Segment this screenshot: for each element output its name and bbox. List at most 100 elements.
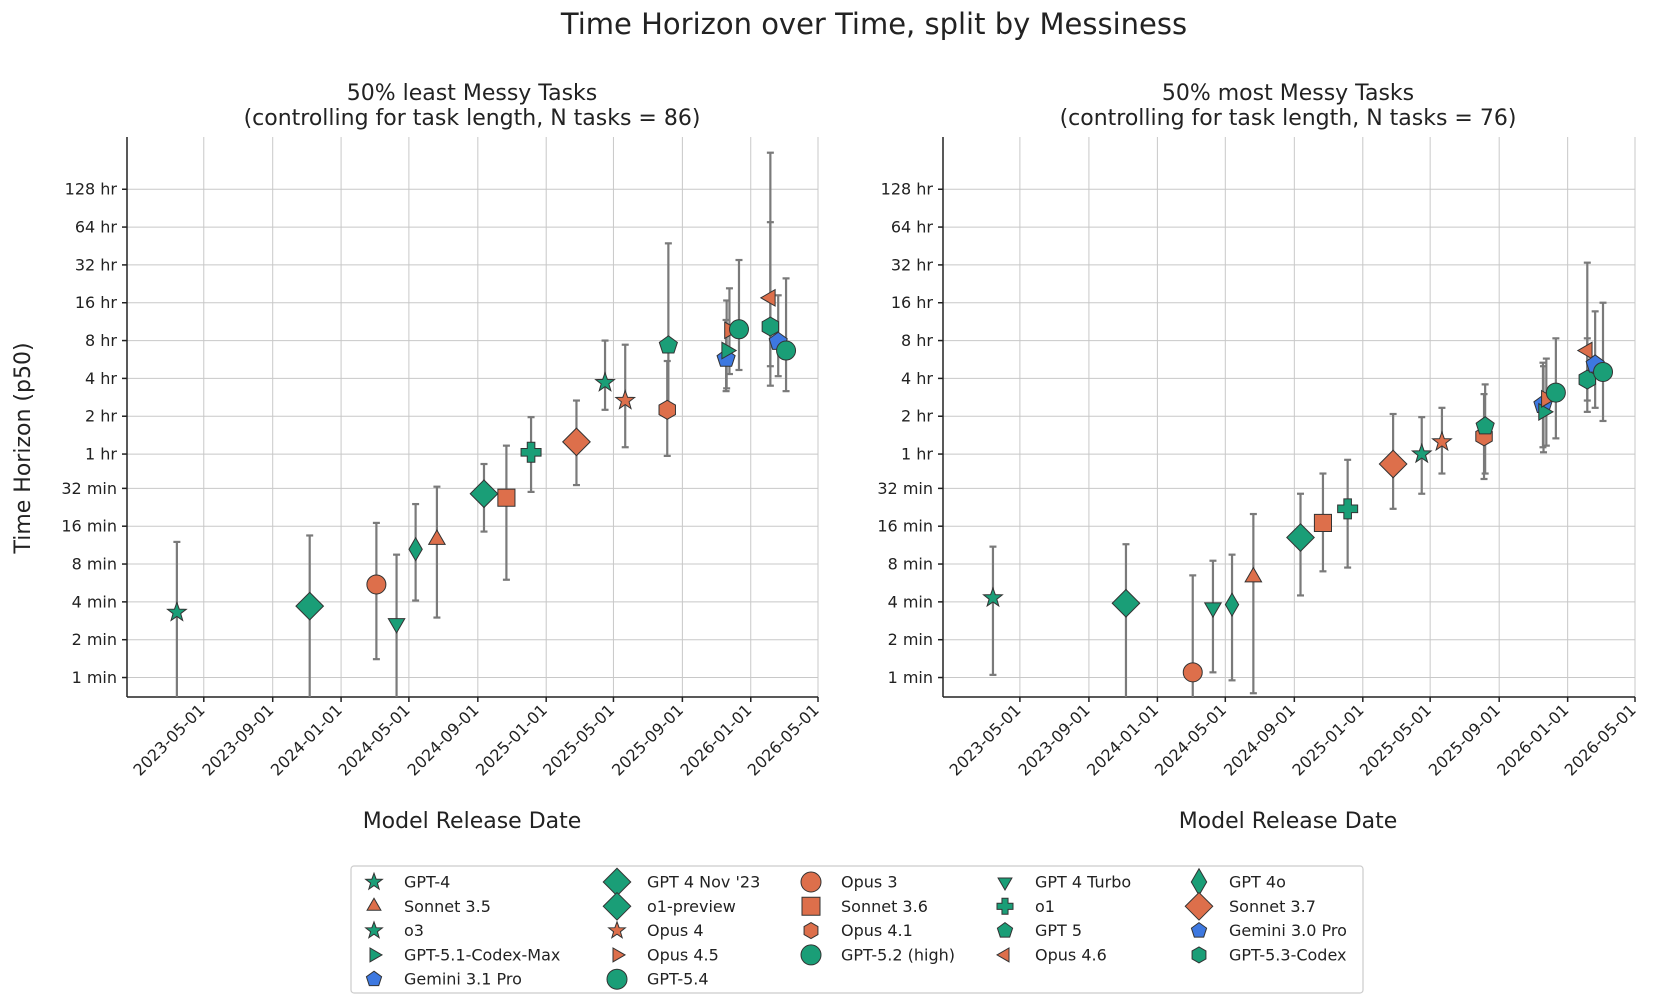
- data-points: [166, 151, 797, 697]
- point-o1-preview: [469, 479, 499, 509]
- legend-item-o3: o3: [364, 920, 424, 940]
- legend-item-gpt-5-2-high: GPT-5.2 (high): [800, 944, 955, 966]
- legend-label: Sonnet 3.6: [841, 897, 928, 916]
- point-gpt-5: [1475, 416, 1495, 435]
- legend-marker-sonnet-3-5: [366, 897, 382, 911]
- y-tick-label: 32 min: [877, 479, 933, 498]
- legend-marker-gemini-3-1-pro: [365, 970, 383, 987]
- legend-label: o1: [1035, 897, 1055, 916]
- legend: GPT-4 GPT 4 Nov '23 Opus 3 GPT 4 Turbo GPT 4…: [350, 865, 1364, 994]
- x-tick-label: 2024-05-01: [335, 700, 414, 779]
- x-tick-label: 2024-09-01: [403, 700, 482, 779]
- legend-item-opus-4-6: Opus 4.6: [996, 945, 1107, 964]
- legend-item-gpt-4-nov-23: GPT 4 Nov '23: [602, 867, 760, 897]
- legend-label: o1-preview: [647, 897, 736, 916]
- y-tick-label: 8 min: [888, 555, 933, 574]
- point-gpt-5-3-codex: [761, 316, 780, 337]
- panel-right-title-line1: 50% most Messy Tasks: [1162, 81, 1414, 106]
- y-tick-label: 8 hr: [901, 331, 933, 350]
- x-tick-label: 2026-05-01: [1561, 700, 1640, 779]
- legend-label: Opus 4.1: [841, 921, 913, 940]
- x-tick-label: 2026-01-01: [676, 700, 755, 779]
- legend-item-gpt-4-turbo: GPT 4 Turbo: [997, 873, 1131, 892]
- panel-left-title-line2: (controlling for task length, N tasks = …: [244, 106, 701, 131]
- y-tick-label: 4 min: [72, 592, 117, 611]
- legend-marker-o3: [364, 920, 384, 939]
- y-tick-label: 128 hr: [65, 180, 118, 199]
- point-gpt-4: [982, 586, 1004, 608]
- legend-item-gemini-3-0-pro: Gemini 3.0 Pro: [1190, 921, 1347, 940]
- y-tick-label: 1 min: [888, 668, 933, 687]
- legend-item-gpt-5-3-codex: GPT-5.3-Codex: [1191, 945, 1347, 964]
- legend-marker-gpt-5-1-codex-max: [369, 947, 383, 963]
- y-tick-label: 2 hr: [85, 407, 117, 426]
- legend-label: GPT 4 Nov '23: [647, 873, 760, 892]
- y-tick-label: 64 hr: [75, 218, 118, 237]
- legend-marker-opus-4: [607, 920, 627, 939]
- legend-marker-gpt-5-3-codex: [1191, 946, 1207, 964]
- legend-label: Sonnet 3.5: [404, 897, 491, 916]
- legend-marker-o1: [996, 897, 1014, 915]
- point-gpt-4-nov-23: [1111, 588, 1141, 618]
- y-tick-label: 4 min: [888, 592, 933, 611]
- legend-marker-opus-4-6: [996, 947, 1010, 963]
- legend-label: GPT-4: [404, 873, 450, 892]
- x-tick-label: 2025-05-01: [1356, 700, 1435, 779]
- y-tick-label: 2 hr: [901, 407, 933, 426]
- y-tick-label: 16 hr: [75, 293, 118, 312]
- point-sonnet-3-7: [1378, 449, 1408, 479]
- legend-marker-gpt-4: [364, 871, 384, 891]
- y-tick-label: 1 min: [72, 668, 117, 687]
- legend-marker-gemini-3-0-pro: [1190, 921, 1208, 938]
- legend-marker-o1-preview: [602, 891, 632, 921]
- legend-item-gpt-5-1-codex-max: GPT-5.1-Codex-Max: [369, 945, 560, 964]
- panel-most-messy: 1 min 2 min 4 min 8 min 16 min 32 min 1 hr 2 hr…: [877, 137, 1640, 780]
- point-gpt-5-2-high: [728, 319, 749, 340]
- legend-label: o3: [404, 921, 424, 940]
- x-tick-label: 2026-01-01: [1493, 700, 1572, 779]
- y-tick-label: 128 hr: [881, 180, 934, 199]
- y-tick-label: 32 hr: [891, 255, 934, 274]
- y-tick-label: 16 min: [61, 517, 117, 536]
- legend-label: Sonnet 3.7: [1229, 897, 1316, 916]
- chart-title: Time Horizon over Time, split by Messine…: [560, 7, 1187, 41]
- y-tick-label: 2 min: [72, 630, 117, 649]
- x-tick-label: 2025-05-01: [539, 700, 618, 779]
- legend-marker-sonnet-3-6: [801, 896, 821, 916]
- legend-label: GPT 4o: [1229, 873, 1286, 892]
- legend-item-opus-4-1: Opus 4.1: [803, 921, 913, 940]
- point-opus-4: [614, 389, 637, 410]
- y-tick-label: 8 min: [72, 555, 117, 574]
- point-gpt-5-4: [1593, 361, 1614, 382]
- legend-marker-opus-3: [800, 871, 822, 893]
- point-opus-4-6: [759, 288, 776, 307]
- x-tick-label: 2023-09-01: [198, 700, 277, 779]
- panel-right-title-line2: (controlling for task length, N tasks = …: [1060, 106, 1517, 131]
- point-opus-3: [1182, 662, 1203, 683]
- legend-item-gpt-4: GPT-4: [364, 871, 450, 892]
- point-gpt-4o: [1224, 592, 1240, 618]
- legend-item-opus-4: Opus 4: [607, 920, 704, 940]
- point-gpt-4-turbo: [387, 618, 406, 634]
- point-sonnet-3-7: [562, 427, 591, 457]
- legend-label: GPT-5.2 (high): [841, 945, 955, 964]
- legend-marker-gpt-5: [996, 921, 1014, 938]
- legend-marker-opus-4-1: [803, 922, 819, 940]
- point-o1-preview: [1286, 523, 1315, 552]
- y-tick-label: 8 hr: [85, 331, 117, 350]
- legend-item-sonnet-3-6: Sonnet 3.6: [801, 896, 928, 916]
- x-tick-label: 2025-09-01: [608, 700, 687, 779]
- legend-label: Opus 4.6: [1035, 945, 1107, 964]
- x-tick-label: 2024-05-01: [1151, 700, 1230, 779]
- x-tick-label: 2025-01-01: [1288, 700, 1367, 779]
- legend-item-o1-preview: o1-preview: [602, 891, 736, 921]
- point-opus-4-1: [658, 399, 676, 420]
- legend-marker-opus-4-5: [612, 947, 626, 963]
- x-axis-label-left: Model Release Date: [363, 809, 582, 834]
- point-gpt-4: [166, 600, 188, 622]
- panel-left-title-line1: 50% least Messy Tasks: [347, 81, 598, 106]
- legend-item-opus-3: Opus 3: [800, 871, 898, 893]
- x-tick-label: 2023-05-01: [129, 700, 208, 779]
- point-gpt-5: [658, 335, 678, 354]
- y-tick-label: 4 hr: [85, 369, 117, 388]
